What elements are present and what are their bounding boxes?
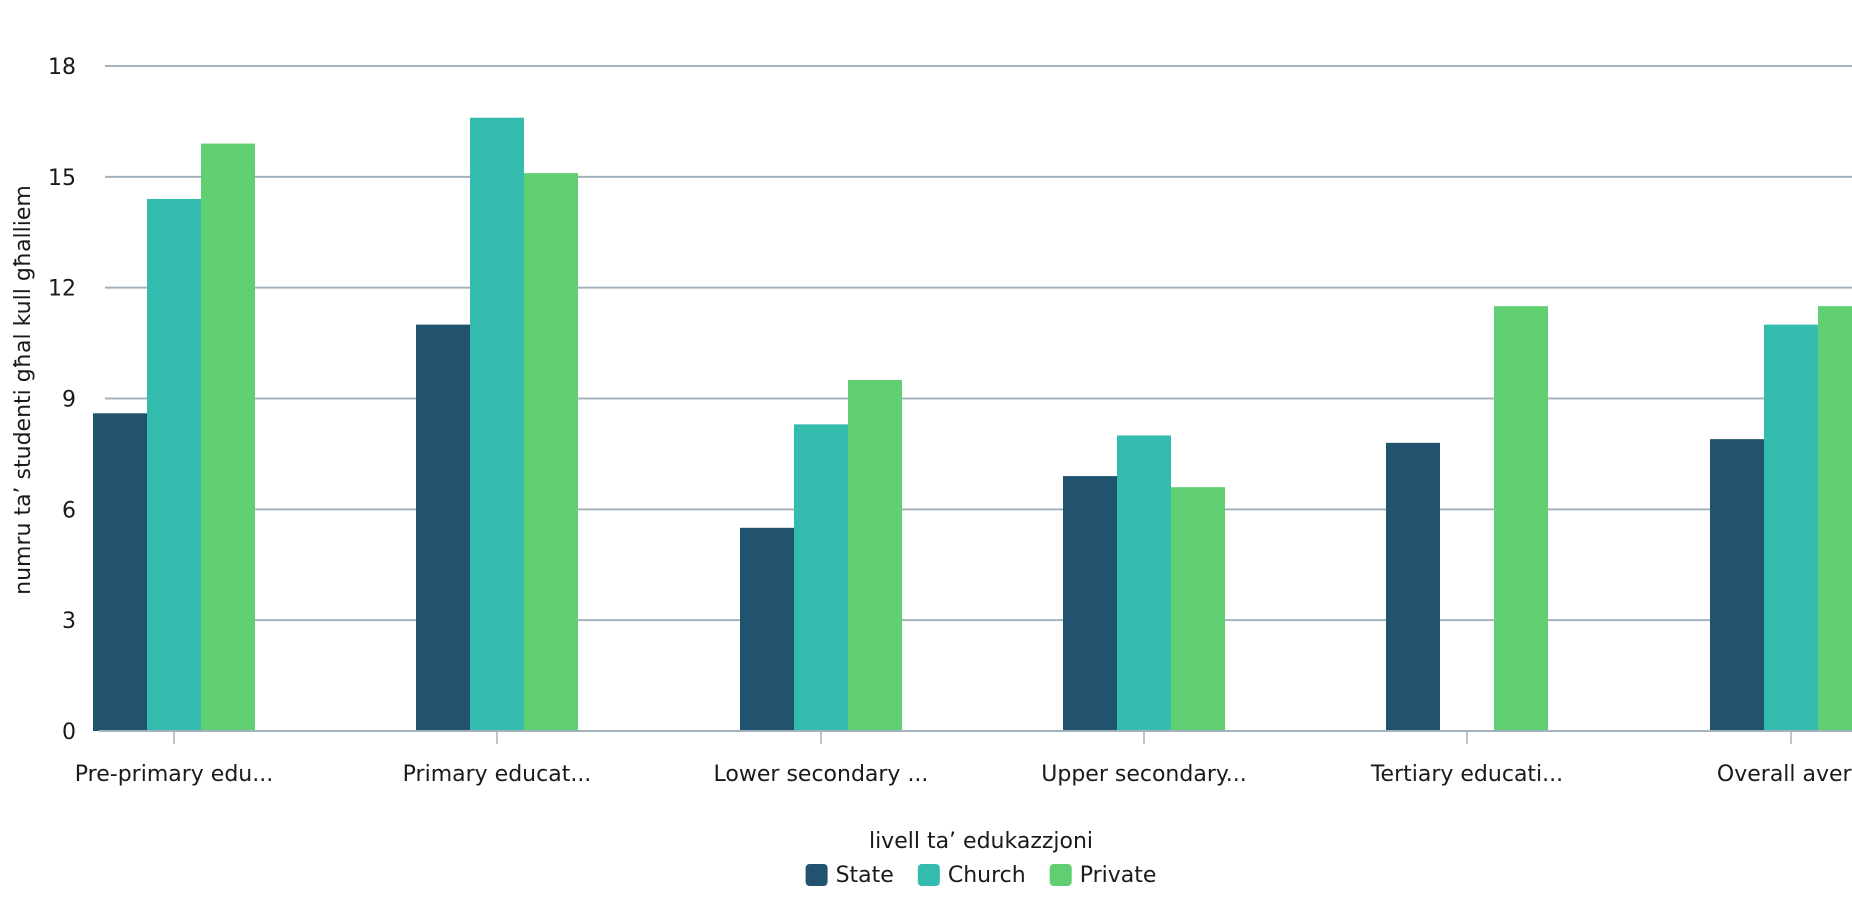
legend-label: Church <box>948 863 1026 888</box>
y-tick-label: 3 <box>62 609 76 634</box>
bar-private <box>1818 306 1852 731</box>
legend-swatch <box>917 864 940 886</box>
x-tick-label: Upper secondary... <box>1041 762 1246 787</box>
x-axis-ticks: Pre-primary edu... Primary educat... Lower… <box>75 762 1852 787</box>
x-tick-label: Overall avera <box>1717 762 1852 787</box>
legend-swatch <box>805 864 828 886</box>
x-axis <box>99 730 1852 744</box>
bar-private <box>201 143 255 732</box>
bar-church <box>794 424 848 731</box>
bar-state <box>1386 442 1440 731</box>
y-tick-label: 12 <box>48 277 76 302</box>
legend-item-state[interactable]: State <box>805 863 894 888</box>
y-tick-label: 15 <box>48 166 76 191</box>
bar-state <box>93 413 147 731</box>
bar-church <box>1764 324 1818 731</box>
bar-private <box>524 173 578 731</box>
legend-item-church[interactable]: Church <box>917 863 1026 888</box>
bars <box>93 117 1852 732</box>
legend-label: Private <box>1080 863 1157 888</box>
y-axis-ticks: 0 3 6 9 12 15 18 <box>48 55 76 745</box>
bar-church <box>147 199 201 731</box>
x-tick-label: Primary educat... <box>403 762 592 787</box>
y-axis-title: numru ta’ studenti għal kull għalliem <box>11 185 36 595</box>
y-tick-label: 18 <box>48 55 76 80</box>
y-tick-label: 9 <box>62 388 76 413</box>
bar-state <box>740 527 794 731</box>
x-tick-label: Tertiary educati... <box>1370 762 1563 787</box>
y-tick-label: 0 <box>62 720 76 745</box>
y-tick-label: 6 <box>62 498 76 523</box>
gridlines <box>105 65 1852 622</box>
bar-state <box>1063 476 1117 731</box>
bar-private <box>848 380 902 731</box>
x-tick-label: Pre-primary edu... <box>75 762 273 787</box>
bar-state <box>416 324 470 731</box>
x-tick-label: Lower secondary ... <box>714 762 929 787</box>
bar-church <box>1117 435 1171 731</box>
legend-item-private[interactable]: Private <box>1049 863 1157 888</box>
legend: State Church Private <box>805 863 1157 888</box>
x-axis-title: livell ta’ edukazzjoni <box>869 829 1093 854</box>
bar-state <box>1710 439 1764 731</box>
legend-label: State <box>836 863 894 888</box>
legend-swatch <box>1049 864 1072 886</box>
bar-private <box>1494 306 1548 731</box>
bar-church <box>470 117 524 731</box>
bar-private <box>1171 487 1225 731</box>
